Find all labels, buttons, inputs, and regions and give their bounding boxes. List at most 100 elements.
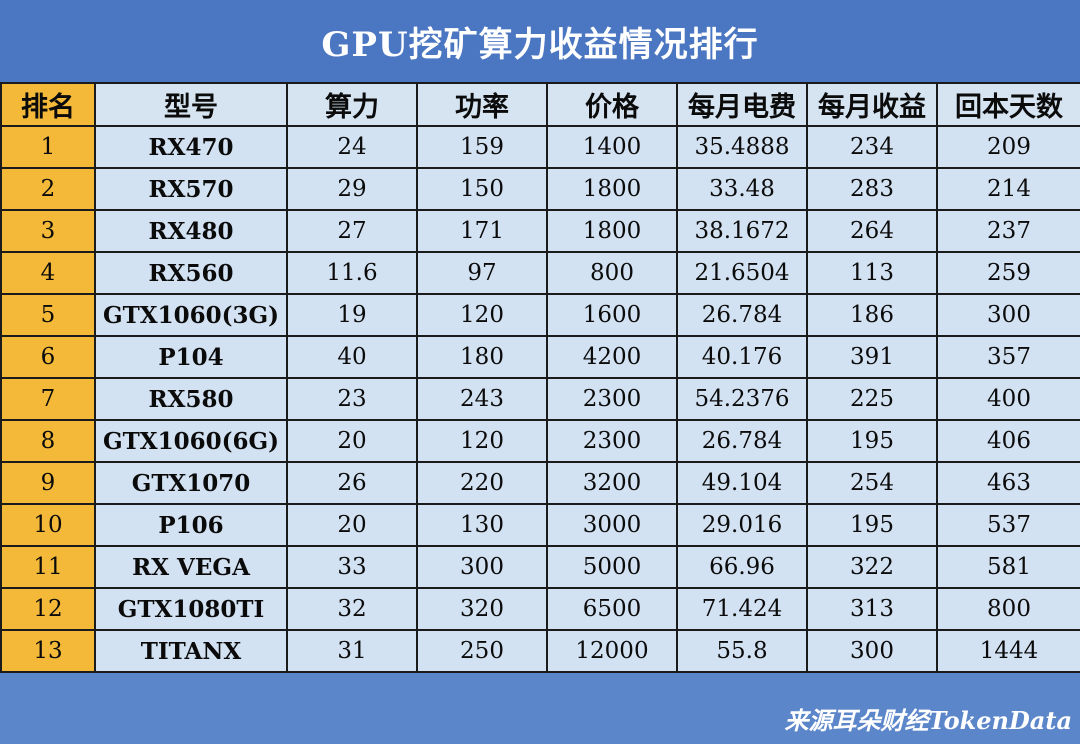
value-cell: 300 <box>416 545 548 589</box>
table-row: 9 GTX1070 26 220 3200 49.104 254 463 <box>0 461 1080 505</box>
rank-cell: 3 <box>0 209 96 253</box>
value-cell: 20 <box>286 419 418 463</box>
value-cell: 320 <box>416 587 548 631</box>
rank-cell: 4 <box>0 251 96 295</box>
value-cell: 120 <box>416 419 548 463</box>
table-row: 4 RX560 11.6 97 800 21.6504 113 259 <box>0 251 1080 295</box>
table-row: 11 RX VEGA 33 300 5000 66.96 322 581 <box>0 545 1080 589</box>
value-cell: 24 <box>286 125 418 169</box>
value-cell: 313 <box>806 587 938 631</box>
value-cell: 283 <box>806 167 938 211</box>
value-cell: 40 <box>286 335 418 379</box>
value-cell: 800 <box>936 587 1080 631</box>
value-cell: 159 <box>416 125 548 169</box>
model-cell: GTX1060(3G) <box>94 293 288 337</box>
value-cell: 1800 <box>546 209 678 253</box>
rank-cell: 8 <box>0 419 96 463</box>
value-cell: 5000 <box>546 545 678 589</box>
value-cell: 29.016 <box>676 503 808 547</box>
value-cell: 26.784 <box>676 293 808 337</box>
value-cell: 254 <box>806 461 938 505</box>
column-header: 算力 <box>286 82 418 127</box>
value-cell: 66.96 <box>676 545 808 589</box>
model-cell: TITANX <box>94 629 288 673</box>
value-cell: 234 <box>806 125 938 169</box>
table-row: 7 RX580 23 243 2300 54.2376 225 400 <box>0 377 1080 421</box>
model-cell: P104 <box>94 335 288 379</box>
value-cell: 214 <box>936 167 1080 211</box>
table-row: 2 RX570 29 150 1800 33.48 283 214 <box>0 167 1080 211</box>
value-cell: 40.176 <box>676 335 808 379</box>
value-cell: 264 <box>806 209 938 253</box>
value-cell: 180 <box>416 335 548 379</box>
value-cell: 4200 <box>546 335 678 379</box>
value-cell: 171 <box>416 209 548 253</box>
rank-cell: 12 <box>0 587 96 631</box>
table-row: 3 RX480 27 171 1800 38.1672 264 237 <box>0 209 1080 253</box>
value-cell: 400 <box>936 377 1080 421</box>
value-cell: 259 <box>936 251 1080 295</box>
value-cell: 97 <box>416 251 548 295</box>
column-header: 每月电费 <box>676 82 808 127</box>
value-cell: 35.4888 <box>676 125 808 169</box>
table-row: 1 RX470 24 159 1400 35.4888 234 209 <box>0 125 1080 169</box>
model-cell: RX580 <box>94 377 288 421</box>
value-cell: 220 <box>416 461 548 505</box>
value-cell: 130 <box>416 503 548 547</box>
value-cell: 23 <box>286 377 418 421</box>
value-cell: 32 <box>286 587 418 631</box>
value-cell: 300 <box>936 293 1080 337</box>
rank-cell: 7 <box>0 377 96 421</box>
model-cell: RX570 <box>94 167 288 211</box>
column-header: 价格 <box>546 82 678 127</box>
value-cell: 54.2376 <box>676 377 808 421</box>
rank-cell: 5 <box>0 293 96 337</box>
value-cell: 1444 <box>936 629 1080 673</box>
value-cell: 33 <box>286 545 418 589</box>
column-header: 回本天数 <box>936 82 1080 127</box>
value-cell: 209 <box>936 125 1080 169</box>
value-cell: 300 <box>806 629 938 673</box>
model-cell: RX480 <box>94 209 288 253</box>
table-row: 13 TITANX 31 250 12000 55.8 300 1444 <box>0 629 1080 673</box>
table-row: 5 GTX1060(3G) 19 120 1600 26.784 186 300 <box>0 293 1080 337</box>
column-header: 型号 <box>94 82 288 127</box>
model-cell: RX470 <box>94 125 288 169</box>
rank-cell: 1 <box>0 125 96 169</box>
value-cell: 21.6504 <box>676 251 808 295</box>
value-cell: 463 <box>936 461 1080 505</box>
value-cell: 71.424 <box>676 587 808 631</box>
table-row: 8 GTX1060(6G) 20 120 2300 26.784 195 406 <box>0 419 1080 463</box>
value-cell: 33.48 <box>676 167 808 211</box>
value-cell: 237 <box>936 209 1080 253</box>
rank-cell: 10 <box>0 503 96 547</box>
value-cell: 2300 <box>546 377 678 421</box>
header-row: 排名 型号 算力 功率 价格 每月电费 每月收益 回本天数 <box>0 82 1080 127</box>
column-header: 排名 <box>0 82 96 127</box>
value-cell: 195 <box>806 419 938 463</box>
value-cell: 357 <box>936 335 1080 379</box>
value-cell: 225 <box>806 377 938 421</box>
model-cell: RX VEGA <box>94 545 288 589</box>
value-cell: 1800 <box>546 167 678 211</box>
column-header: 每月收益 <box>806 82 938 127</box>
value-cell: 6500 <box>546 587 678 631</box>
value-cell: 1400 <box>546 125 678 169</box>
value-cell: 29 <box>286 167 418 211</box>
value-cell: 26 <box>286 461 418 505</box>
value-cell: 49.104 <box>676 461 808 505</box>
value-cell: 12000 <box>546 629 678 673</box>
value-cell: 581 <box>936 545 1080 589</box>
ranking-table: 排名 型号 算力 功率 价格 每月电费 每月收益 回本天数 1 RX470 24 159 1400 35… <box>0 82 1080 673</box>
value-cell: 3200 <box>546 461 678 505</box>
table-body: 1 RX470 24 159 1400 35.4888 234 209 2 RX570 29 150 1… <box>0 125 1080 673</box>
value-cell: 3000 <box>546 503 678 547</box>
value-cell: 120 <box>416 293 548 337</box>
value-cell: 55.8 <box>676 629 808 673</box>
value-cell: 150 <box>416 167 548 211</box>
value-cell: 26.784 <box>676 419 808 463</box>
table-header: 排名 型号 算力 功率 价格 每月电费 每月收益 回本天数 <box>0 82 1080 127</box>
rank-cell: 13 <box>0 629 96 673</box>
value-cell: 27 <box>286 209 418 253</box>
